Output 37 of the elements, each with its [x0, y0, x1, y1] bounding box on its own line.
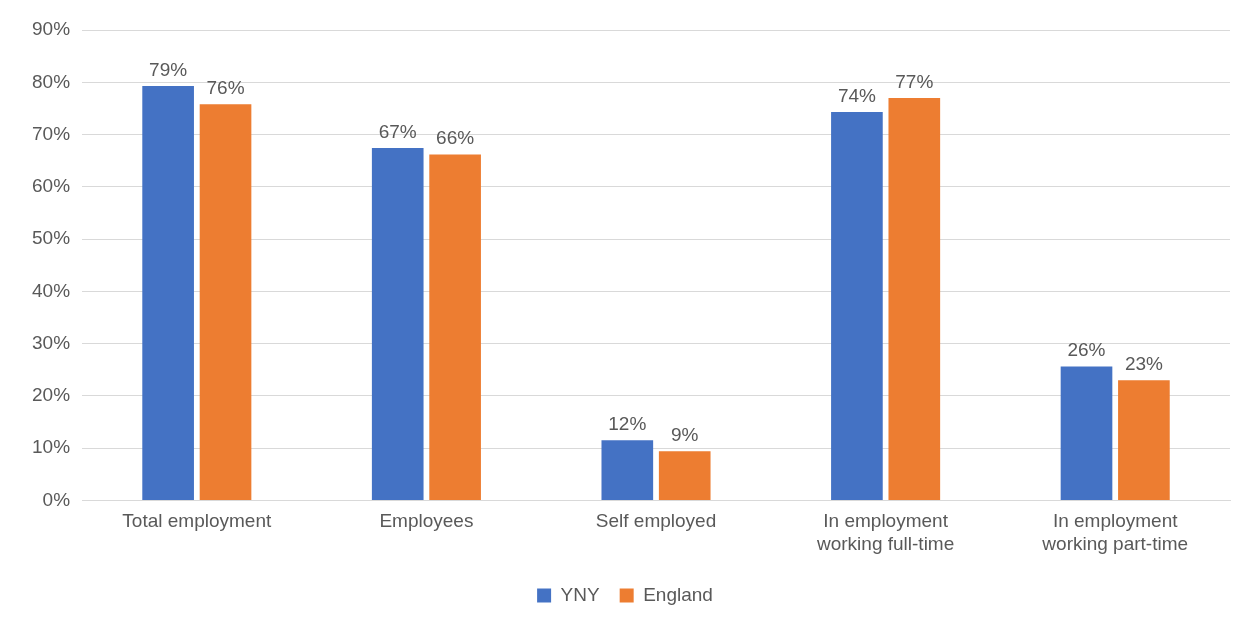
y-tick-label: 40%	[32, 279, 71, 301]
y-tick-label: 90%	[32, 18, 71, 40]
bar	[371, 148, 424, 500]
legend-label: YNY	[560, 583, 600, 605]
bar	[601, 440, 654, 500]
data-label: 66%	[436, 127, 475, 149]
y-tick-label: 60%	[32, 175, 71, 197]
bar	[142, 85, 194, 500]
data-label: 74%	[837, 84, 877, 106]
legend-label: England	[643, 583, 713, 605]
bar	[831, 112, 883, 500]
bar	[888, 97, 941, 500]
bar	[429, 154, 481, 500]
x-tick-label: In employment working part-time	[1041, 510, 1189, 554]
data-label: 9%	[670, 424, 699, 445]
bar	[1060, 366, 1113, 500]
data-label: 67%	[378, 120, 417, 142]
y-tick-label: 20%	[32, 384, 71, 406]
x-tick-label: In employment working full-time	[815, 510, 955, 554]
data-label: 23%	[1124, 352, 1164, 374]
data-label: 76%	[206, 76, 245, 98]
data-label: 12%	[608, 413, 647, 435]
y-tick-label: 80%	[32, 70, 71, 92]
data-label: 26%	[1067, 339, 1106, 361]
bar	[199, 104, 252, 500]
bar	[658, 451, 711, 500]
y-tick-label: 50%	[32, 227, 71, 249]
data-label: 77%	[895, 70, 934, 92]
x-tick-label: Self employed	[595, 510, 717, 532]
y-tick-label: 10%	[32, 436, 71, 458]
y-tick-label: 30%	[32, 331, 71, 353]
bar	[1118, 380, 1170, 500]
x-tick-label: Employees	[379, 510, 474, 532]
x-tick-label: Total employment	[122, 510, 272, 532]
y-tick-label: 70%	[32, 122, 71, 144]
data-label: 79%	[149, 58, 188, 80]
y-tick-label: 0%	[42, 488, 71, 510]
